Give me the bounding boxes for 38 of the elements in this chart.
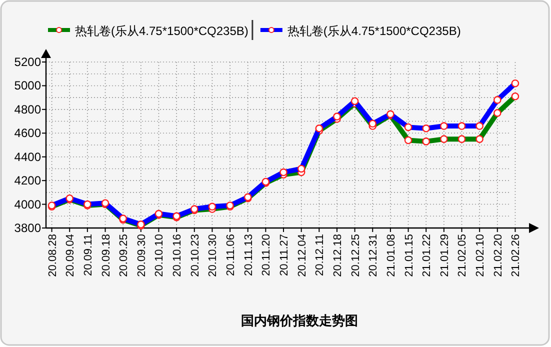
y-tick-label: 4600 <box>14 126 42 140</box>
x-tick-label: 20.11.13 <box>242 234 255 276</box>
x-tick-label: 21.02.05 <box>456 234 469 277</box>
x-tick-label: 20.11.06 <box>225 234 238 276</box>
x-tick-label: 20.10.16 <box>172 234 184 277</box>
x-tick-label: 21.02.10 <box>474 234 487 277</box>
x-tick-label: 21.02.20 <box>492 234 504 277</box>
legend-label: 热轧卷(乐从4.75*1500*CQ235B) <box>287 24 461 38</box>
y-tick-label: 4200 <box>14 174 42 188</box>
x-tick-label: 20.09.11 <box>82 234 94 276</box>
x-tick-label: 20.10.10 <box>154 234 166 277</box>
x-tick-label: 20.12.31 <box>368 234 380 277</box>
x-tick-label: 20.12.04 <box>296 234 308 277</box>
x-tick-label: 20.12.25 <box>350 234 362 277</box>
x-tick-label: 21.01.29 <box>438 234 451 277</box>
text: 国内钢价指数走势图 <box>241 313 358 328</box>
y-tick-label: 5000 <box>14 78 42 93</box>
x-tick-label: 20.10.30 <box>207 234 220 277</box>
legend-label: 热轧卷(乐从4.75*1500*CQ235B) <box>75 24 248 38</box>
x-tick-label: 20.11.20 <box>260 234 273 276</box>
x-tick-label: 21.01.22 <box>421 234 434 277</box>
x-tick-label: 20.09.04 <box>64 234 77 277</box>
y-tick-label: 4400 <box>14 150 42 164</box>
x-tick-label: 20.09.30 <box>136 234 148 277</box>
y-tick-label: 4000 <box>14 197 42 212</box>
y-tick-label: 4800 <box>14 102 42 116</box>
x-tick-label: 21.01.15 <box>403 234 416 277</box>
x-tick-label: 20.11.27 <box>278 234 290 276</box>
x-tick-label: 20.12.18 <box>332 234 344 277</box>
y-tick-label: 3800 <box>14 221 42 235</box>
x-tick-label: 20.10.23 <box>189 234 202 277</box>
x-tick-label: 21.02.26 <box>510 234 522 277</box>
y-tick-label: 5200 <box>14 55 42 69</box>
x-tick-label: 20.09.18 <box>100 234 112 277</box>
x-tick-label: 21.01.08 <box>385 234 398 277</box>
x-tick-label: 20.08.28 <box>46 234 59 277</box>
x-tick-label: 20.09.25 <box>118 234 130 277</box>
x-tick-label: 20.12.11 <box>314 234 326 276</box>
